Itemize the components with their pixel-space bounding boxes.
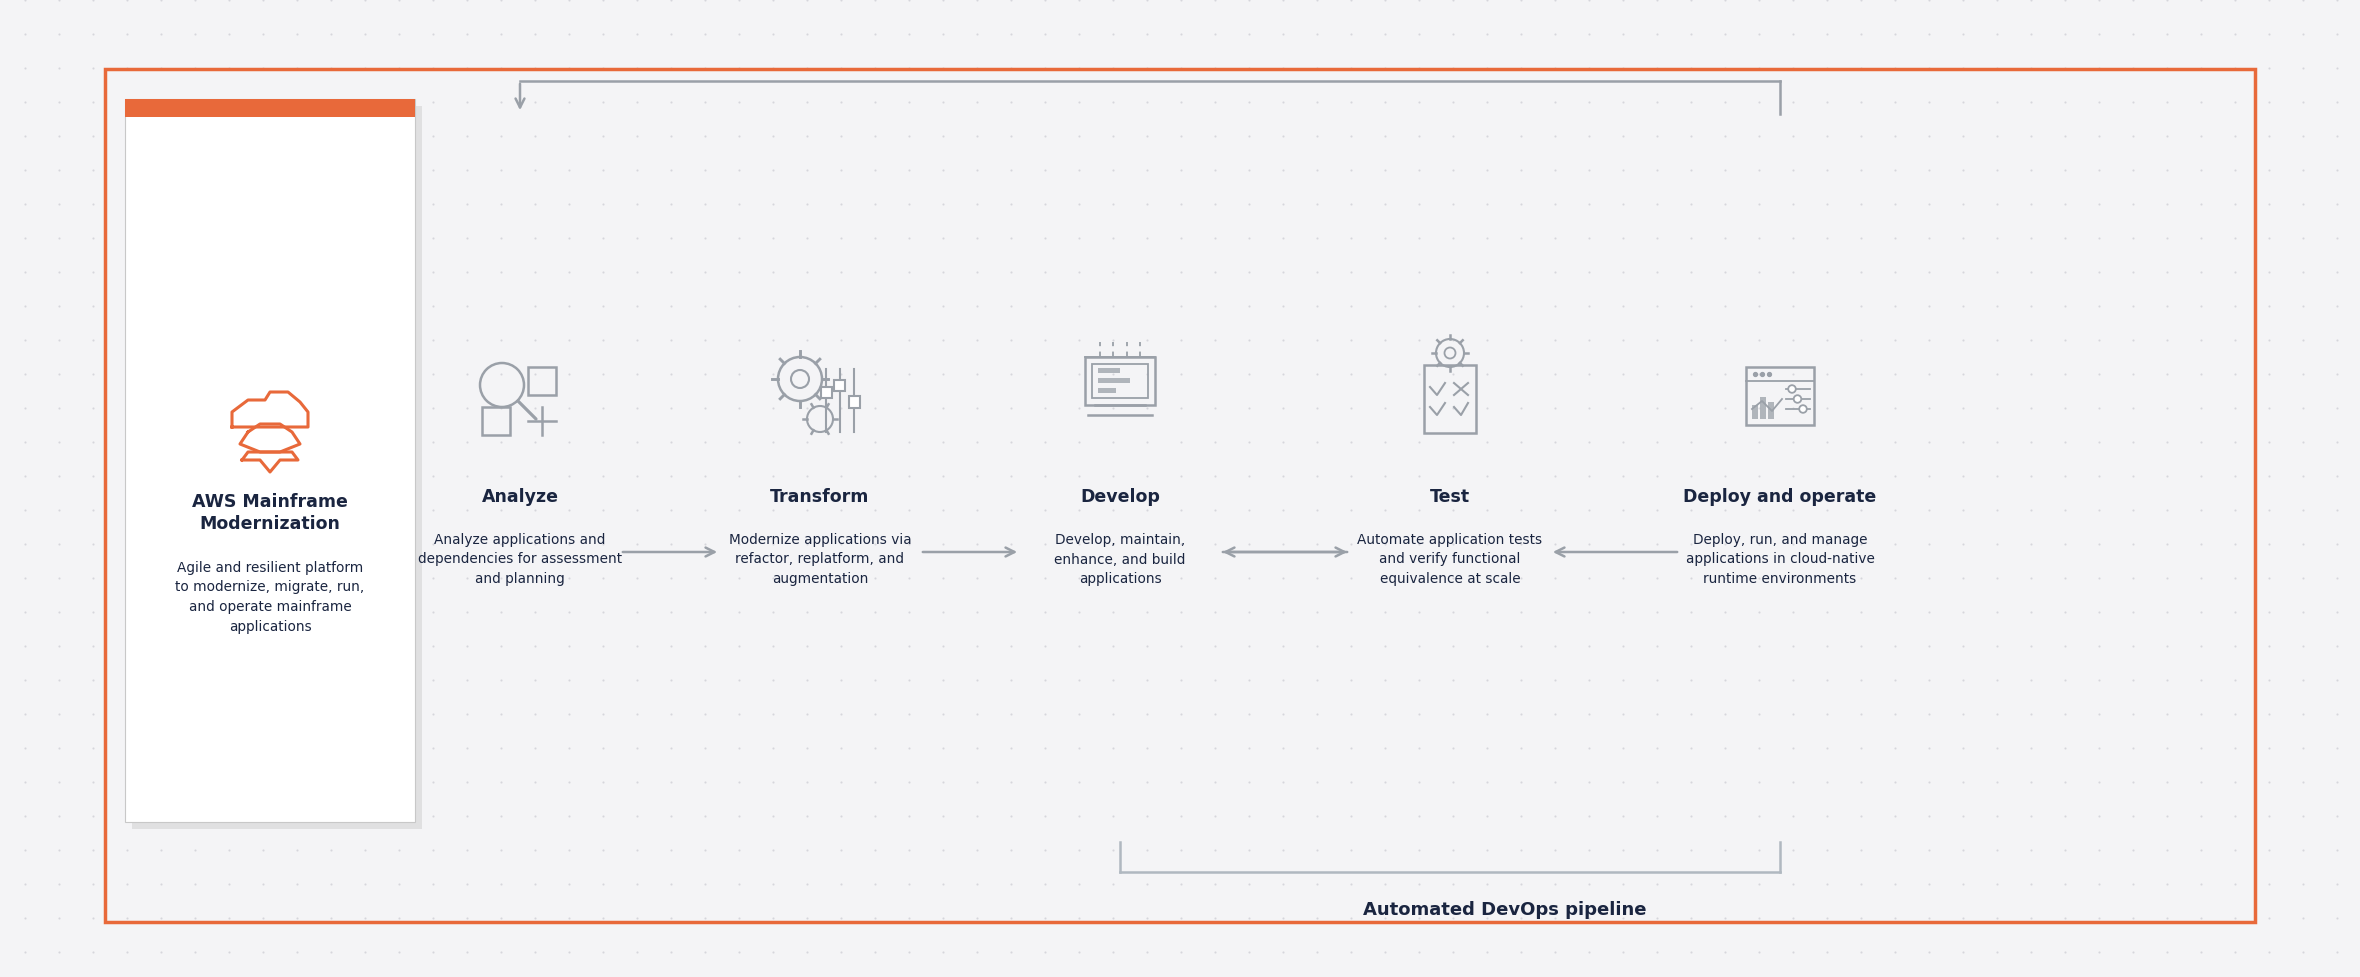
FancyBboxPatch shape [132,106,422,829]
Text: Analyze applications and
dependencies for assessment
and planning: Analyze applications and dependencies fo… [418,532,623,585]
FancyBboxPatch shape [1768,403,1775,419]
FancyBboxPatch shape [1097,378,1130,384]
Bar [850,397,859,408]
Text: Test: Test [1430,488,1470,505]
Text: Deploy, run, and manage
applications in cloud-native
runtime environments: Deploy, run, and manage applications in … [1685,532,1874,585]
Text: Transform: Transform [769,488,871,505]
Circle shape [1794,396,1801,404]
FancyBboxPatch shape [1751,405,1758,419]
Text: Modernize applications via
refactor, replatform, and
augmentation: Modernize applications via refactor, rep… [729,532,911,585]
Circle shape [1798,405,1808,413]
Bar [821,387,831,398]
FancyBboxPatch shape [125,100,415,118]
FancyBboxPatch shape [125,100,415,823]
Text: Deploy and operate: Deploy and operate [1683,488,1876,505]
FancyBboxPatch shape [1761,398,1765,419]
Text: AWS Mainframe
Modernization: AWS Mainframe Modernization [191,492,347,532]
Bar [835,380,845,391]
Text: Agile and resilient platform
to modernize, migrate, run,
and operate mainframe
a: Agile and resilient platform to moderniz… [175,561,366,633]
FancyBboxPatch shape [1097,368,1121,373]
Text: Develop, maintain,
enhance, and build
applications: Develop, maintain, enhance, and build ap… [1055,532,1185,585]
Text: Automate application tests
and verify functional
equivalence at scale: Automate application tests and verify fu… [1357,532,1543,585]
Text: Analyze: Analyze [481,488,559,505]
Text: Automated DevOps pipeline: Automated DevOps pipeline [1364,900,1647,918]
FancyBboxPatch shape [1097,388,1116,394]
Circle shape [1789,386,1796,394]
Text: Develop: Develop [1081,488,1159,505]
